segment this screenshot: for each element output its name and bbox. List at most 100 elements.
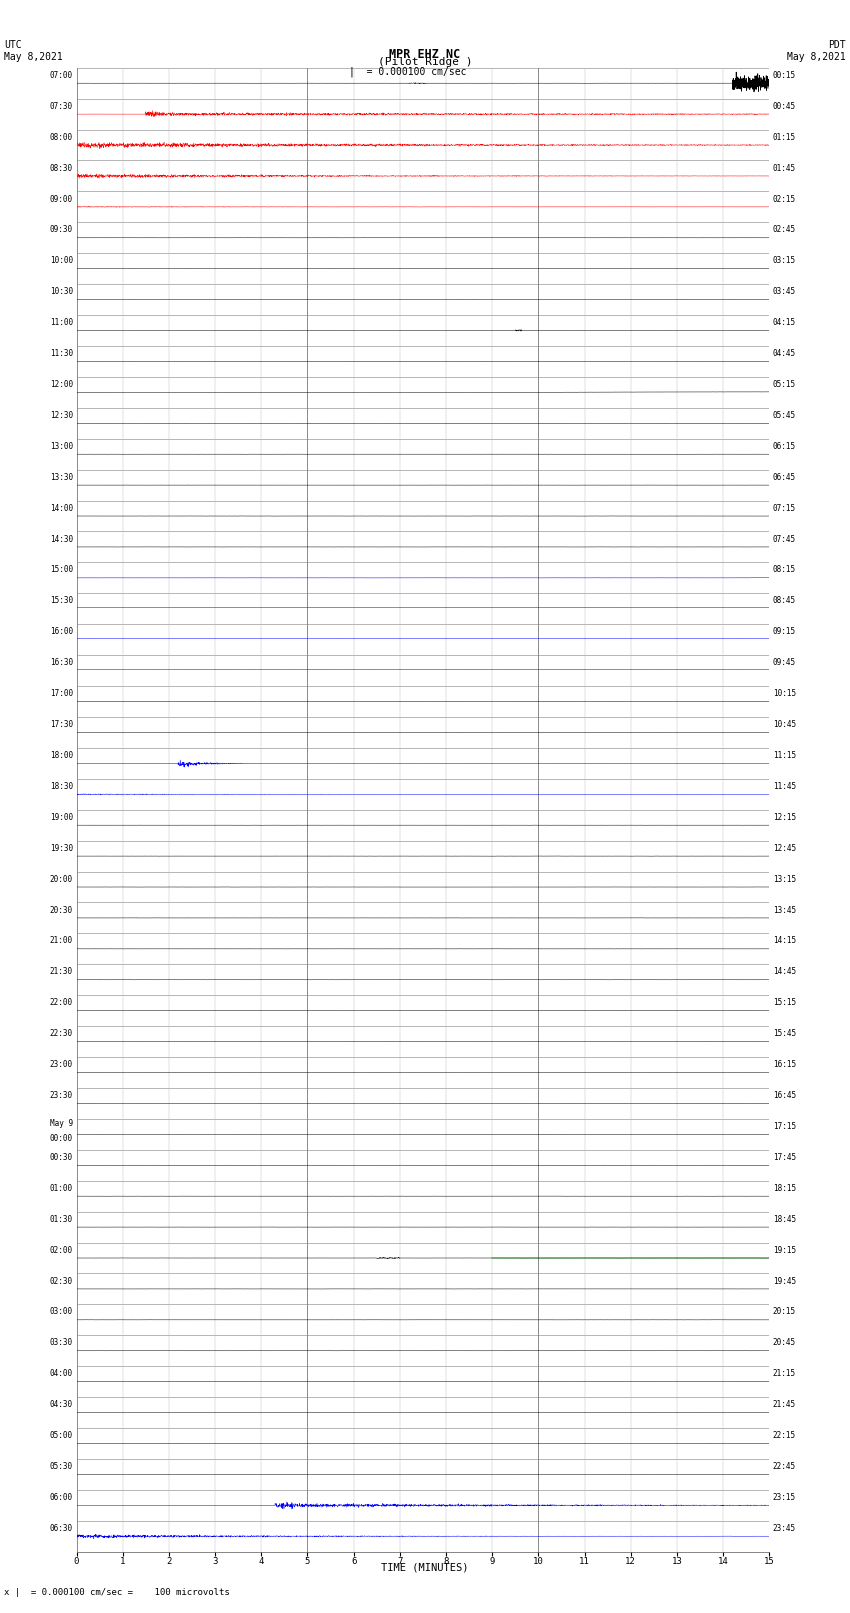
- Text: 10:45: 10:45: [773, 719, 796, 729]
- Text: 08:30: 08:30: [50, 163, 73, 173]
- Text: 23:30: 23:30: [50, 1090, 73, 1100]
- Text: 21:45: 21:45: [773, 1400, 796, 1410]
- Text: 09:30: 09:30: [50, 226, 73, 234]
- Text: 13:00: 13:00: [50, 442, 73, 450]
- Text: 17:00: 17:00: [50, 689, 73, 698]
- Text: 15:00: 15:00: [50, 566, 73, 574]
- Text: 22:45: 22:45: [773, 1461, 796, 1471]
- Text: 11:00: 11:00: [50, 318, 73, 327]
- Text: 03:00: 03:00: [50, 1308, 73, 1316]
- Text: 06:30: 06:30: [50, 1524, 73, 1532]
- Text: 18:45: 18:45: [773, 1215, 796, 1224]
- Text: 04:30: 04:30: [50, 1400, 73, 1410]
- Text: 02:45: 02:45: [773, 226, 796, 234]
- Text: 02:00: 02:00: [50, 1245, 73, 1255]
- Text: 13:45: 13:45: [773, 905, 796, 915]
- Text: 02:15: 02:15: [773, 195, 796, 203]
- Text: 20:00: 20:00: [50, 874, 73, 884]
- Text: 09:15: 09:15: [773, 627, 796, 636]
- Text: 06:15: 06:15: [773, 442, 796, 450]
- Text: 20:15: 20:15: [773, 1308, 796, 1316]
- Text: 04:15: 04:15: [773, 318, 796, 327]
- Text: 02:30: 02:30: [50, 1276, 73, 1286]
- Text: 09:00: 09:00: [50, 195, 73, 203]
- Text: 11:15: 11:15: [773, 752, 796, 760]
- Text: 21:00: 21:00: [50, 937, 73, 945]
- Text: 19:30: 19:30: [50, 844, 73, 853]
- Text: 11:30: 11:30: [50, 348, 73, 358]
- Text: 05:45: 05:45: [773, 411, 796, 419]
- Text: 14:00: 14:00: [50, 503, 73, 513]
- Text: 10:15: 10:15: [773, 689, 796, 698]
- Text: 16:45: 16:45: [773, 1090, 796, 1100]
- Text: 18:30: 18:30: [50, 782, 73, 790]
- Text: 15:45: 15:45: [773, 1029, 796, 1039]
- Text: 09:45: 09:45: [773, 658, 796, 668]
- Text: 00:00: 00:00: [50, 1134, 73, 1144]
- Text: 14:15: 14:15: [773, 937, 796, 945]
- Text: 07:45: 07:45: [773, 534, 796, 544]
- Text: May 9: May 9: [50, 1119, 73, 1127]
- Text: 20:30: 20:30: [50, 905, 73, 915]
- Text: 03:45: 03:45: [773, 287, 796, 297]
- Text: 01:30: 01:30: [50, 1215, 73, 1224]
- Text: 12:15: 12:15: [773, 813, 796, 821]
- Text: 00:30: 00:30: [50, 1153, 73, 1161]
- Text: PDT
May 8,2021: PDT May 8,2021: [787, 40, 846, 61]
- Text: 18:15: 18:15: [773, 1184, 796, 1192]
- Text: 04:00: 04:00: [50, 1369, 73, 1378]
- Text: 00:45: 00:45: [773, 102, 796, 111]
- Text: 04:45: 04:45: [773, 348, 796, 358]
- Text: 08:15: 08:15: [773, 566, 796, 574]
- Text: 13:15: 13:15: [773, 874, 796, 884]
- Text: 16:30: 16:30: [50, 658, 73, 668]
- Text: 01:45: 01:45: [773, 163, 796, 173]
- Text: 01:00: 01:00: [50, 1184, 73, 1192]
- Text: 15:30: 15:30: [50, 597, 73, 605]
- Text: 03:15: 03:15: [773, 256, 796, 265]
- Text: 19:15: 19:15: [773, 1245, 796, 1255]
- Text: 05:00: 05:00: [50, 1431, 73, 1440]
- Text: 08:45: 08:45: [773, 597, 796, 605]
- Text: 05:30: 05:30: [50, 1461, 73, 1471]
- Text: 16:15: 16:15: [773, 1060, 796, 1069]
- Text: 07:00: 07:00: [50, 71, 73, 79]
- Text: 12:00: 12:00: [50, 381, 73, 389]
- Text: 20:45: 20:45: [773, 1339, 796, 1347]
- Text: 23:00: 23:00: [50, 1060, 73, 1069]
- Text: 13:30: 13:30: [50, 473, 73, 482]
- Text: 00:15: 00:15: [773, 71, 796, 79]
- Text: 22:30: 22:30: [50, 1029, 73, 1039]
- Text: UTC
May 8,2021: UTC May 8,2021: [4, 40, 63, 61]
- Text: 15:15: 15:15: [773, 998, 796, 1007]
- Text: MPR EHZ NC: MPR EHZ NC: [389, 47, 461, 61]
- Text: x |  = 0.000100 cm/sec =    100 microvolts: x | = 0.000100 cm/sec = 100 microvolts: [4, 1587, 230, 1597]
- Text: 23:15: 23:15: [773, 1494, 796, 1502]
- Text: 07:30: 07:30: [50, 102, 73, 111]
- Text: 19:45: 19:45: [773, 1276, 796, 1286]
- Text: 17:30: 17:30: [50, 719, 73, 729]
- Text: 21:15: 21:15: [773, 1369, 796, 1378]
- Text: 14:30: 14:30: [50, 534, 73, 544]
- Text: 22:00: 22:00: [50, 998, 73, 1007]
- Text: 06:00: 06:00: [50, 1494, 73, 1502]
- Text: 18:00: 18:00: [50, 752, 73, 760]
- Text: 23:45: 23:45: [773, 1524, 796, 1532]
- Text: 01:15: 01:15: [773, 132, 796, 142]
- Text: (Pilot Ridge ): (Pilot Ridge ): [377, 58, 473, 68]
- Text: TIME (MINUTES): TIME (MINUTES): [382, 1563, 468, 1573]
- Text: 17:15: 17:15: [773, 1123, 796, 1131]
- Text: 10:00: 10:00: [50, 256, 73, 265]
- Text: 06:45: 06:45: [773, 473, 796, 482]
- Text: 07:15: 07:15: [773, 503, 796, 513]
- Text: 14:45: 14:45: [773, 968, 796, 976]
- Text: 10:30: 10:30: [50, 287, 73, 297]
- Text: 22:15: 22:15: [773, 1431, 796, 1440]
- Text: 12:30: 12:30: [50, 411, 73, 419]
- Text: 17:45: 17:45: [773, 1153, 796, 1161]
- Text: |  = 0.000100 cm/sec: | = 0.000100 cm/sec: [349, 66, 467, 77]
- Text: 11:45: 11:45: [773, 782, 796, 790]
- Text: 08:00: 08:00: [50, 132, 73, 142]
- Text: 05:15: 05:15: [773, 381, 796, 389]
- Text: 16:00: 16:00: [50, 627, 73, 636]
